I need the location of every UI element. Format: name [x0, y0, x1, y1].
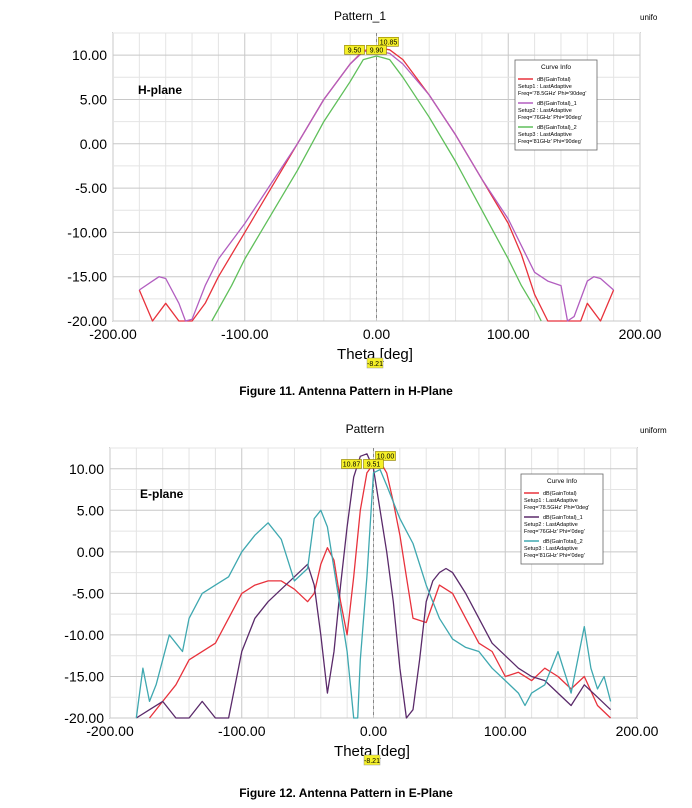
legend-entry-text: dB(GainTotal)	[543, 491, 577, 497]
marker-value-box	[366, 357, 384, 369]
figure-caption: Figure 12. Antenna Pattern in E-Plane	[239, 786, 453, 800]
legend-entry-text: Freq='76GHz' Phi='90deg'	[518, 115, 582, 121]
peak-marker-label: 9.90	[370, 47, 384, 54]
y-tick-label: -15.00	[64, 668, 104, 684]
x-tick-label: -100.00	[221, 326, 269, 342]
series-line-2	[135, 453, 612, 719]
peak-marker-label: 10.85	[380, 39, 398, 46]
peak-marker-box	[341, 459, 362, 469]
legend-entry-text: Setup2 : LastAdaptive	[518, 108, 572, 114]
corner-label: uniform	[640, 426, 667, 435]
peak-marker-box	[344, 44, 365, 55]
y-tick-label: -10.00	[67, 224, 107, 240]
y-tick-label: 0.00	[80, 136, 107, 152]
peak-marker-box	[378, 36, 399, 47]
y-tick-label: -10.00	[64, 627, 104, 643]
chart-title: Pattern	[346, 422, 385, 436]
y-tick-label: 10.00	[72, 47, 107, 63]
legend-entry-text: Freq='78.5GHz' Phi='90deg'	[518, 91, 586, 97]
y-tick-label: -15.00	[67, 269, 107, 285]
x-tick-label: 0.00	[360, 723, 387, 739]
chart-e-plane: Pattern uniform 10.00 5.00 0.00 -5.00 -10.00 -1…	[64, 422, 667, 766]
x-tick-label: 0.00	[363, 326, 390, 342]
legend-entry-text: Freq='81GHz' Phi='0deg'	[524, 553, 585, 559]
chart-h-plane: Pattern_1 unifo 10.00 5.00 0.00 -5.00 -10.00 -1…	[67, 9, 662, 369]
figure-caption: Figure 11. Antenna Pattern in H-Plane	[239, 384, 453, 398]
y-tick-label: 5.00	[80, 91, 107, 107]
chart-title: Pattern_1	[334, 9, 386, 23]
marker-value-label: -8.21	[364, 758, 380, 765]
legend-entry-text: dB(GainTotal)_2	[543, 539, 583, 545]
peak-marker-label: 9.51	[367, 461, 381, 468]
figure-h-plane: Pattern_1 unifo 10.00 5.00 0.00 -5.00 -10.00 -1…	[67, 9, 662, 398]
legend-entry-text: Setup3 : LastAdaptive	[524, 546, 578, 552]
legend-entry-text: Setup1 : LastAdaptive	[518, 84, 572, 90]
legend-title: Curve Info	[547, 478, 577, 485]
x-tick-label: -100.00	[218, 723, 266, 739]
peak-marker-label: 9.50	[348, 47, 362, 54]
legend-entry-text: Freq='76GHz' Phi='0deg'	[524, 529, 585, 535]
legend-entry-text: Setup2 : LastAdaptive	[524, 522, 578, 528]
x-axis-label: Theta [deg]	[337, 346, 413, 363]
plane-label: H-plane	[138, 83, 182, 97]
corner-label: unifo	[640, 13, 658, 22]
x-tick-label: 100.00	[484, 723, 527, 739]
x-tick-label: 100.00	[487, 326, 530, 342]
peak-marker-box	[366, 44, 387, 55]
legend-title: Curve Info	[541, 64, 571, 71]
x-tick-label: 200.00	[616, 723, 659, 739]
peak-marker-box	[375, 451, 396, 461]
legend-entry-text: dB(GainTotal)_1	[543, 515, 583, 521]
x-tick-label: 200.00	[619, 326, 662, 342]
x-tick-label: -200.00	[86, 723, 134, 739]
legend-entry-text: Setup1 : LastAdaptive	[524, 498, 578, 504]
legend-entry-text: Freq='78.5GHz' Phi='0deg'	[524, 505, 589, 511]
peak-marker-label: 10.87	[343, 461, 361, 468]
legend-box	[514, 59, 598, 151]
peak-marker-box	[363, 459, 384, 469]
y-tick-label: -20.00	[64, 710, 104, 726]
plane-label: E-plane	[140, 487, 184, 501]
x-tick-label: -200.00	[89, 326, 137, 342]
legend-box	[520, 473, 604, 565]
legend-entry-text: dB(GainTotal)_1	[537, 101, 577, 107]
y-tick-label: -20.00	[67, 313, 107, 329]
y-tick-label: 0.00	[77, 544, 104, 560]
marker-value-box	[363, 754, 381, 766]
y-tick-label: 5.00	[77, 502, 104, 518]
legend-entry-text: dB(GainTotal)_2	[537, 125, 577, 131]
series-line-3	[135, 468, 612, 719]
y-tick-label: -5.00	[75, 180, 107, 196]
x-axis-label: Theta [deg]	[334, 743, 410, 760]
marker-value-label: -8.21	[367, 361, 383, 368]
legend-entry-text: Freq='81GHz' Phi='90deg'	[518, 139, 582, 145]
figure-e-plane: Pattern uniform 10.00 5.00 0.00 -5.00 -10.00 -1…	[0, 418, 692, 808]
y-tick-label: -5.00	[72, 585, 104, 601]
series-line-3	[211, 55, 542, 322]
y-tick-label: 10.00	[69, 461, 104, 477]
series-line-1	[138, 46, 615, 322]
legend-entry-text: dB(GainTotal)	[537, 77, 571, 83]
legend-entry-text: Setup3 : LastAdaptive	[518, 132, 572, 138]
peak-marker-label: 10.00	[377, 453, 395, 460]
